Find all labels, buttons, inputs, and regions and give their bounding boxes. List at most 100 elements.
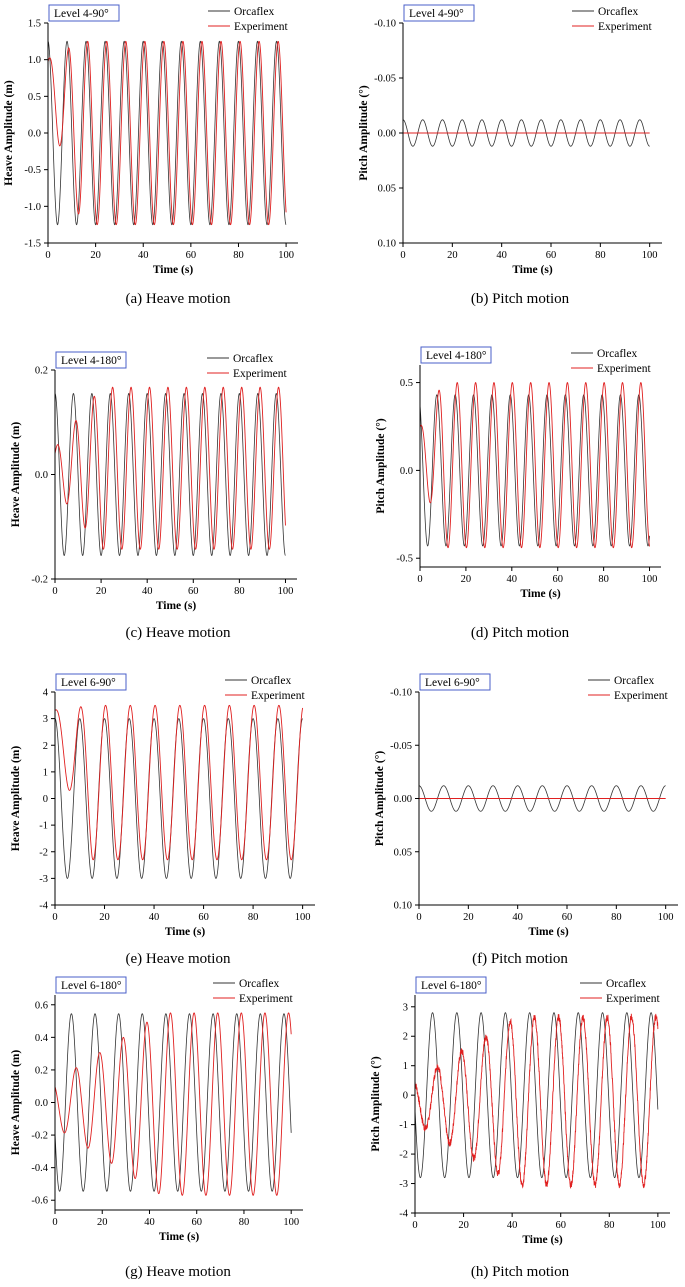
x-axis-title: Time (s): [159, 1231, 200, 1243]
level-box: [419, 673, 491, 691]
y-tick-label: -0.05: [390, 741, 412, 752]
x-tick-label: 100: [278, 250, 294, 261]
y-tick-label: 0.0: [35, 470, 48, 481]
level-box: [55, 673, 127, 691]
level-label: Level 6-180°: [61, 980, 122, 992]
series-line-experiment: [54, 704, 304, 861]
x-tick-label: 60: [188, 586, 199, 597]
x-tick-label: 60: [191, 1217, 202, 1228]
y-tick-label: 0.00: [378, 129, 396, 140]
series-line-orcaflex: [54, 393, 286, 557]
legend-label-experiment: Experiment: [606, 993, 660, 1005]
x-tick-label: 0: [417, 574, 422, 585]
y-tick-label: 0: [403, 1091, 408, 1102]
level-label: Level 4-180°: [61, 355, 122, 367]
y-tick-label: -2: [399, 1150, 408, 1161]
x-tick-label: 20: [96, 586, 107, 597]
y-tick-label: -0.5: [24, 165, 41, 176]
x-tick-label: 80: [598, 574, 609, 585]
x-tick-label: 100: [642, 574, 658, 585]
x-tick-label: 0: [52, 586, 57, 597]
legend-label-orcaflex: Orcaflex: [233, 353, 273, 365]
panel-h: 0 20 40 60 80 100 -4 -3 -2 -1 0 1 2 3 Time (s) Pitch Am…: [370, 976, 670, 1280]
legend-label-experiment: Experiment: [251, 690, 305, 702]
y-tick-label: 1: [403, 1061, 408, 1072]
level-label: Level 4-90°: [54, 8, 109, 20]
legend-label-orcaflex: Orcaflex: [606, 978, 646, 990]
y-tick-label: 0.05: [378, 184, 396, 195]
x-tick-label: 20: [458, 1220, 469, 1231]
x-tick-label: 80: [234, 586, 245, 597]
y-tick-label: -1.0: [24, 202, 41, 213]
x-tick-label: 80: [239, 1217, 250, 1228]
x-tick-label: 60: [555, 1220, 566, 1231]
y-tick-label: 3: [403, 1002, 408, 1013]
level-label: Level 4-90°: [409, 8, 464, 20]
x-tick-label: 100: [642, 250, 658, 261]
x-tick-label: 100: [658, 912, 674, 923]
legend-label-orcaflex: Orcaflex: [614, 675, 654, 687]
x-tick-label: 20: [447, 250, 458, 261]
y-tick-label: -1: [399, 1120, 408, 1131]
panel-caption: (d) Pitch motion: [471, 625, 570, 641]
x-tick-label: 20: [97, 1217, 108, 1228]
legend-label-orcaflex: Orcaflex: [234, 6, 274, 18]
panel-d: 0 20 40 60 80 100 -0.5 0.0 0.5 Time (s) Pitch Ampl…: [375, 346, 661, 641]
level-box: [415, 976, 487, 994]
y-tick-label: 3: [43, 714, 48, 725]
panel-caption: (h) Pitch motion: [471, 1264, 570, 1280]
series-line-experiment: [54, 1012, 292, 1196]
y-tick-label: 1.5: [28, 19, 41, 30]
level-box: [55, 351, 127, 369]
legend-label-orcaflex: Orcaflex: [598, 6, 638, 18]
level-box: [55, 976, 127, 994]
y-tick-label: 1.0: [28, 55, 41, 66]
y-axis-title: Heave Amplitude (m): [10, 422, 22, 528]
series-line-orcaflex: [414, 1012, 659, 1179]
y-tick-label: 0.4: [35, 1033, 49, 1044]
x-tick-label: 60: [546, 250, 557, 261]
panel-e: 0 20 40 60 80 100 -4 -3 -2 -1 0 1 2 3 4 Time (s) Heave A…: [10, 673, 315, 967]
y-tick-label: 0.10: [394, 901, 412, 912]
panel-c: 0 20 40 60 80 100 -0.2 0.0 0.2 Time (s) Heave Ampl…: [10, 351, 297, 641]
x-tick-label: 20: [90, 250, 101, 261]
x-tick-label: 40: [496, 250, 507, 261]
legend-label-experiment: Experiment: [597, 363, 651, 375]
series-line-orcaflex: [54, 1013, 292, 1192]
y-axis-title: Pitch Amplitude (°): [374, 751, 386, 846]
x-axis-title: Time (s): [522, 1234, 563, 1246]
y-axis-title: Heave Amplitude (m): [3, 80, 15, 186]
series-line-experiment: [47, 40, 287, 226]
series-line-experiment: [414, 1013, 659, 1189]
y-tick-label: 0: [43, 794, 48, 805]
x-tick-label: 40: [507, 574, 518, 585]
x-tick-label: 80: [611, 912, 622, 923]
level-label: Level 6-90°: [425, 677, 480, 689]
x-tick-label: 0: [52, 1217, 57, 1228]
panel-caption: (c) Heave motion: [126, 625, 231, 641]
x-tick-label: 40: [144, 1217, 155, 1228]
y-tick-label: 0.6: [35, 1000, 48, 1011]
legend-label-experiment: Experiment: [234, 21, 288, 33]
x-tick-label: 0: [400, 250, 405, 261]
x-tick-label: 40: [507, 1220, 518, 1231]
level-label: Level 4-180°: [426, 350, 487, 362]
legend-label-orcaflex: Orcaflex: [251, 675, 291, 687]
y-tick-label: 2: [403, 1032, 408, 1043]
y-axis-title: Pitch Amplitude (°): [358, 85, 370, 180]
y-tick-label: 0.0: [400, 466, 413, 477]
series-line-experiment: [54, 386, 286, 550]
panel-g: 0 20 40 60 80 100 -0.6 -0.4 -0.2 0.0 0.2 0.4 0.6 Time…: [10, 976, 303, 1280]
panel-caption: (e) Heave motion: [126, 951, 231, 967]
level-box: [403, 4, 475, 22]
x-axis-title: Time (s): [528, 926, 569, 938]
y-axis-title: Heave Amplitude (m): [10, 1050, 22, 1156]
level-label: Level 6-90°: [61, 677, 116, 689]
x-axis-title: Time (s): [153, 264, 194, 276]
y-tick-label: 0.5: [28, 92, 41, 103]
y-tick-label: -3: [399, 1179, 408, 1190]
x-tick-label: 0: [412, 1220, 417, 1231]
legend-label-orcaflex: Orcaflex: [239, 978, 279, 990]
y-tick-label: 0.05: [394, 847, 412, 858]
